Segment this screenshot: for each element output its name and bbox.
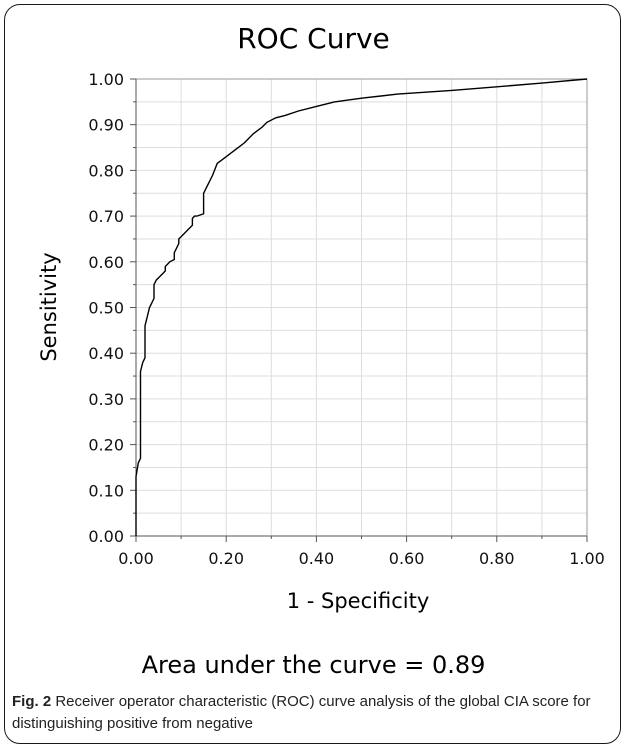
grid-lines [136,78,588,536]
y-axis-label: Sensitivity [37,252,61,361]
y-tick-label: 0.60 [88,253,124,272]
y-tick-label: 0.20 [88,436,124,455]
x-tick-label: 0.80 [479,549,515,568]
figure-frame [4,4,621,744]
x-tick-label: 0.20 [208,549,244,568]
tick-labels: 0.00 0.10 0.20 0.30 0.40 0.50 0.60 0.70 0.80 0.90… [88,70,604,568]
y-tick-label: 0.00 [88,527,124,546]
x-axis-label: 1 - Specificity [287,589,430,613]
y-tick-label: 1.00 [88,70,124,89]
y-tick-label: 0.90 [88,116,124,135]
series-group [135,78,588,536]
x-tick-label: 0.00 [118,549,154,568]
y-tick-label: 0.30 [88,390,124,409]
roc-chart: 0.00 0.10 0.20 0.30 0.40 0.50 0.60 0.70 0.80 0.90… [37,70,605,613]
figure-label: Fig. 2 [12,693,52,710]
axes [130,78,588,542]
auc-text: Area under the curve = 0.89 [141,651,486,679]
caption-text: Receiver operator characteristic (ROC) c… [12,693,591,732]
y-tick-label: 0.80 [88,161,124,180]
chart-title: ROC Curve [237,22,390,55]
x-tick-label: 1.00 [569,549,605,568]
x-tick-label: 0.40 [299,549,335,568]
figure-caption: Fig. 2 Receiver operator characteristic … [12,691,612,735]
roc-curve-line [135,78,588,536]
y-tick-label: 0.40 [88,344,124,363]
x-tick-label: 0.60 [389,549,425,568]
y-tick-label: 0.70 [88,207,124,226]
y-tick-label: 0.50 [88,299,124,318]
y-tick-label: 0.10 [88,481,124,500]
